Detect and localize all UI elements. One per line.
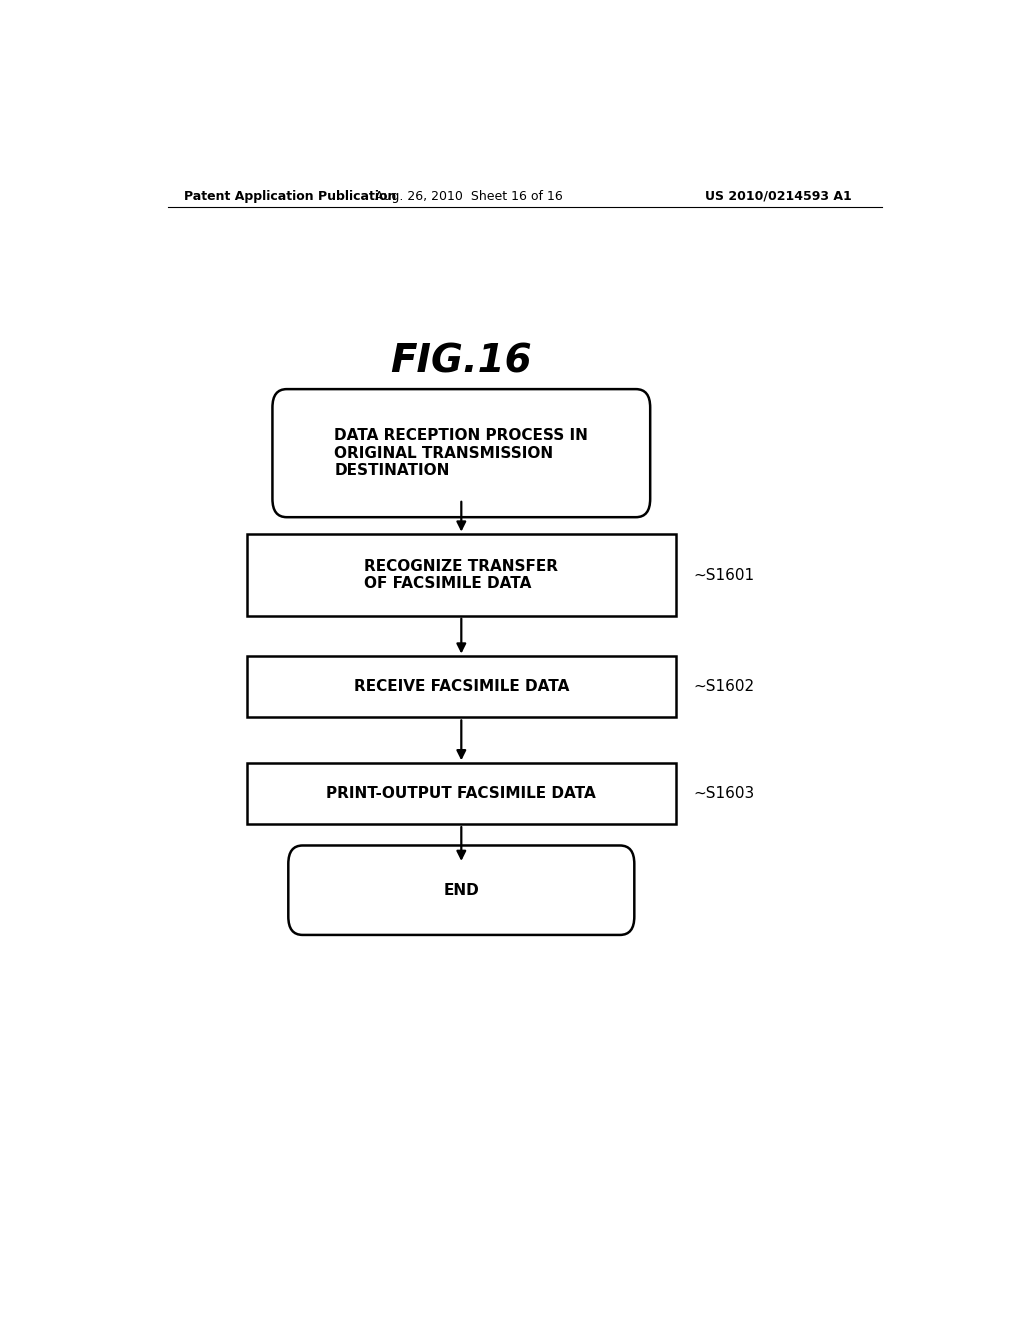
FancyBboxPatch shape <box>247 535 676 616</box>
Text: RECOGNIZE TRANSFER
OF FACSIMILE DATA: RECOGNIZE TRANSFER OF FACSIMILE DATA <box>365 558 558 591</box>
Text: ~S1603: ~S1603 <box>693 787 755 801</box>
Text: ~S1602: ~S1602 <box>693 680 754 694</box>
FancyBboxPatch shape <box>272 389 650 517</box>
Text: ~S1601: ~S1601 <box>693 568 754 582</box>
Text: DATA RECEPTION PROCESS IN
ORIGINAL TRANSMISSION
DESTINATION: DATA RECEPTION PROCESS IN ORIGINAL TRANS… <box>335 428 588 478</box>
FancyBboxPatch shape <box>247 763 676 824</box>
Text: Aug. 26, 2010  Sheet 16 of 16: Aug. 26, 2010 Sheet 16 of 16 <box>376 190 563 202</box>
Text: Patent Application Publication: Patent Application Publication <box>183 190 396 202</box>
FancyBboxPatch shape <box>247 656 676 718</box>
Text: PRINT-OUTPUT FACSIMILE DATA: PRINT-OUTPUT FACSIMILE DATA <box>327 787 596 801</box>
Text: FIG.16: FIG.16 <box>390 343 532 380</box>
Text: END: END <box>443 883 479 898</box>
Text: RECEIVE FACSIMILE DATA: RECEIVE FACSIMILE DATA <box>353 680 569 694</box>
Text: US 2010/0214593 A1: US 2010/0214593 A1 <box>706 190 852 202</box>
FancyBboxPatch shape <box>289 846 634 935</box>
